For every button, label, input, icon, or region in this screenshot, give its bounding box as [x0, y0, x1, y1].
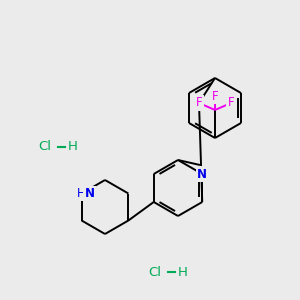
Text: N: N: [85, 187, 94, 200]
Text: H: H: [77, 187, 86, 200]
Text: F: F: [228, 97, 234, 110]
Text: Cl: Cl: [148, 266, 161, 278]
Text: N: N: [197, 167, 207, 181]
Text: Cl: Cl: [38, 140, 51, 154]
Text: H: H: [68, 140, 78, 154]
Text: F: F: [196, 97, 202, 110]
Text: H: H: [178, 266, 188, 278]
Text: F: F: [212, 89, 218, 103]
